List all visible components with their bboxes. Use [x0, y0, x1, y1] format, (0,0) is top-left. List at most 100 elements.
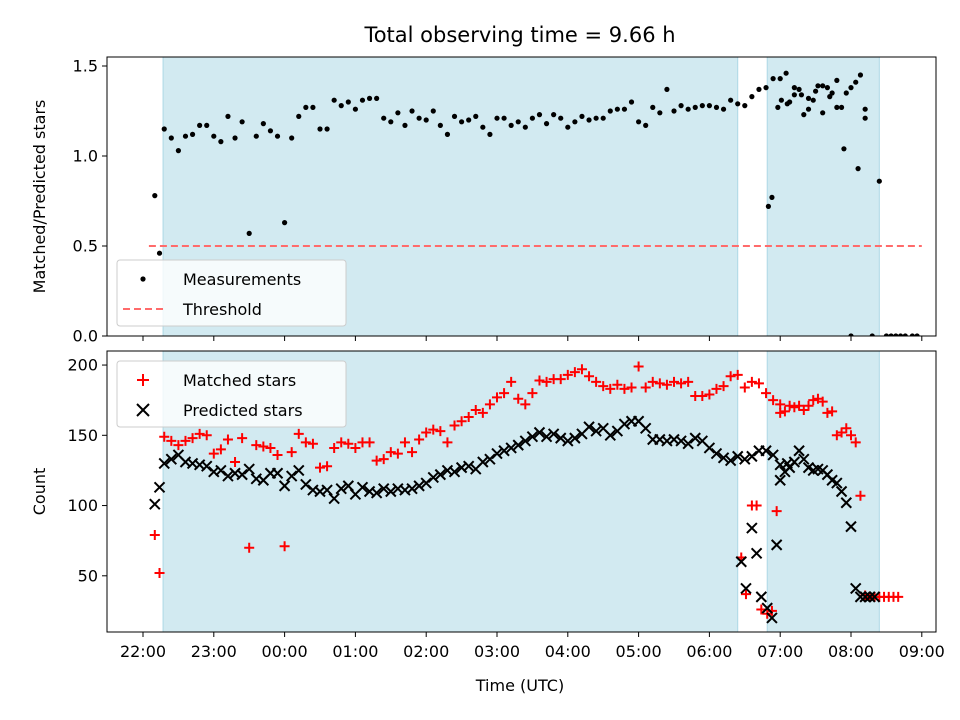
chart-title: Total observing time = 9.66 h	[363, 23, 675, 47]
data-point	[466, 117, 472, 123]
data-point	[902, 333, 908, 336]
series-matched-stars	[149, 361, 904, 619]
data-point	[296, 113, 302, 119]
data-point	[664, 86, 670, 92]
axes-frame	[106, 56, 937, 337]
data-point	[303, 104, 309, 110]
data-point	[442, 437, 453, 448]
data-point	[775, 104, 781, 110]
y-tick-label: 50	[78, 566, 98, 585]
data-point	[267, 128, 274, 134]
data-point	[551, 112, 557, 118]
data-point	[448, 466, 461, 478]
data-point	[331, 97, 337, 103]
data-point	[324, 126, 330, 132]
data-point	[492, 392, 502, 403]
data-point	[366, 95, 373, 101]
shaded-interval	[766, 350, 880, 633]
data-point	[676, 378, 687, 389]
data-point	[395, 110, 401, 116]
data-point	[584, 371, 595, 382]
data-point	[868, 591, 881, 603]
data-point	[718, 381, 729, 392]
x-tick-label: 00:00	[262, 642, 308, 661]
data-point	[788, 456, 801, 468]
data-point	[751, 500, 762, 511]
data-point	[421, 427, 432, 438]
data-point	[285, 470, 298, 482]
data-point	[414, 434, 425, 445]
data-point	[265, 442, 276, 453]
data-point	[770, 539, 783, 551]
data-point	[477, 456, 489, 468]
data-point	[168, 135, 174, 141]
data-point	[767, 449, 779, 461]
data-point	[251, 440, 262, 451]
data-point	[600, 115, 606, 121]
data-point	[204, 122, 210, 128]
data-point	[541, 376, 552, 387]
data-point	[697, 390, 708, 401]
data-point	[173, 440, 184, 451]
data-point	[322, 461, 333, 472]
data-point	[180, 435, 191, 446]
legend-box	[116, 259, 347, 327]
y-axis-label: Count	[30, 468, 49, 516]
data-point	[215, 444, 226, 455]
data-point	[831, 477, 843, 489]
data-point	[159, 431, 170, 442]
y-tick-label: 0.0	[73, 327, 98, 346]
data-point	[612, 379, 623, 390]
data-point	[740, 582, 752, 595]
y-tick-label: 150	[67, 426, 98, 445]
data-point	[728, 97, 734, 103]
axes-frame	[106, 350, 937, 633]
data-point	[470, 405, 481, 416]
data-point	[520, 399, 531, 410]
legend-marker	[140, 276, 146, 282]
data-point	[742, 103, 748, 109]
data-point	[640, 382, 651, 393]
data-point	[272, 449, 283, 460]
data-point	[770, 76, 776, 82]
data-point	[215, 464, 227, 477]
data-point	[789, 402, 800, 413]
x-tick-label: 06:00	[686, 642, 732, 661]
data-point	[591, 376, 602, 387]
data-point	[289, 135, 295, 141]
data-point	[237, 433, 248, 444]
data-point	[735, 556, 747, 568]
y-tick-label: 1.0	[73, 147, 98, 166]
data-point	[484, 399, 495, 410]
data-point	[739, 382, 750, 393]
data-point	[769, 194, 775, 200]
data-point	[529, 115, 536, 121]
legend-label: Measurements	[183, 270, 301, 289]
x-tick-label: 09:00	[899, 642, 945, 661]
data-point	[909, 333, 915, 336]
data-point	[343, 438, 354, 449]
legend-box	[116, 360, 347, 428]
data-point	[182, 133, 189, 139]
data-point	[378, 482, 390, 495]
data-point	[413, 480, 425, 492]
data-point	[345, 99, 351, 105]
data-point	[381, 115, 387, 121]
data-point	[329, 442, 340, 453]
data-point	[449, 420, 460, 431]
data-point	[498, 445, 510, 457]
data-point	[459, 119, 465, 125]
data-point	[740, 589, 751, 600]
data-point	[260, 121, 266, 127]
data-point	[838, 104, 845, 110]
data-point	[286, 447, 297, 458]
data-point	[876, 178, 882, 184]
data-point	[487, 131, 493, 137]
data-point	[300, 437, 311, 448]
data-point	[244, 542, 255, 553]
data-point	[540, 430, 553, 443]
data-point	[853, 79, 859, 85]
data-point	[750, 547, 763, 560]
data-point	[579, 113, 585, 119]
data-point	[793, 445, 805, 457]
